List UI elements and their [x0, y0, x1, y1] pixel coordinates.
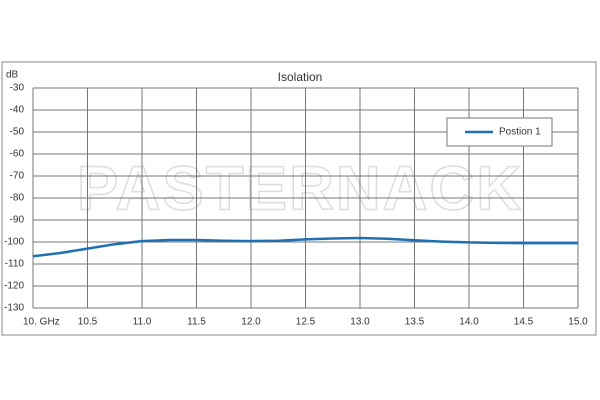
data-line [32, 236, 578, 258]
y-tick-label: -60 [10, 149, 25, 160]
x-tick-label: 11.5 [187, 317, 206, 328]
watermark: PASTERNACK [77, 154, 523, 223]
y-tick-label: -120 [4, 281, 24, 292]
x-tick-label: 13.0 [350, 317, 370, 328]
x-tick-label: 14.0 [459, 317, 479, 328]
x-tick-label: 12.0 [241, 317, 261, 328]
y-tick-label: -40 [10, 105, 25, 116]
y-tick-label: -130 [4, 303, 24, 314]
x-tick-label: 10.5 [78, 317, 98, 328]
legend-box [446, 117, 553, 147]
x-tick-label: 15.0 [568, 317, 588, 328]
y-axis-label: dB [6, 70, 19, 81]
y-tick-label: -70 [10, 171, 25, 182]
y-tick-label: -110 [5, 259, 25, 270]
x-tick-label: 12.5 [296, 317, 316, 328]
x-tick-label: 10. GHz [23, 317, 60, 328]
x-tick-label: 14.5 [514, 317, 534, 328]
y-tick-label: -50 [10, 127, 25, 138]
y-tick-label: -30 [10, 83, 25, 94]
y-tick-label: -80 [10, 193, 25, 204]
x-tick-label: 11.0 [133, 317, 152, 328]
y-tick-label: -100 [4, 237, 24, 248]
chart-title: Isolation [278, 70, 323, 84]
legend-label: Postion 1 [499, 127, 541, 138]
x-tick-label: 13.5 [405, 317, 425, 328]
y-tick-label: -90 [10, 215, 25, 226]
